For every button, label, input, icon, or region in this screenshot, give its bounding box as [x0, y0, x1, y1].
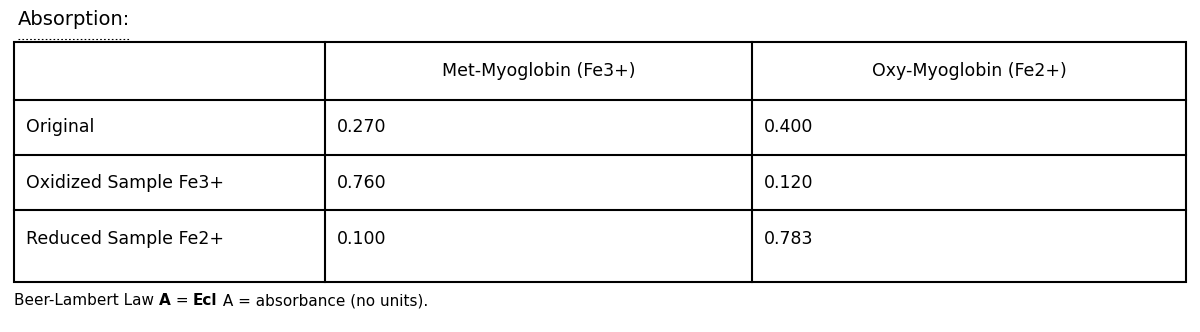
Text: 0.120: 0.120 [764, 174, 814, 192]
Text: A: A [158, 293, 170, 308]
Text: 0.270: 0.270 [336, 119, 386, 136]
Text: Ecl: Ecl [193, 293, 217, 308]
Text: A = absorbance (no units).: A = absorbance (no units). [217, 293, 428, 308]
Text: Reduced Sample Fe2+: Reduced Sample Fe2+ [26, 229, 224, 247]
Text: Met-Myoglobin (Fe3+): Met-Myoglobin (Fe3+) [442, 62, 635, 80]
Bar [14, 42, 1186, 282]
Text: 0.100: 0.100 [336, 229, 386, 247]
Text: Absorption:: Absorption: [18, 10, 131, 29]
Text: Oxidized Sample Fe3+: Oxidized Sample Fe3+ [26, 174, 224, 192]
Text: Oxy-Myoglobin (Fe2+): Oxy-Myoglobin (Fe2+) [872, 62, 1067, 80]
Text: Original: Original [26, 119, 95, 136]
Text: 0.783: 0.783 [764, 229, 814, 247]
Text: =: = [170, 293, 193, 308]
Text: 0.400: 0.400 [764, 119, 814, 136]
Text: 0.760: 0.760 [336, 174, 386, 192]
Text: Beer-Lambert Law: Beer-Lambert Law [14, 293, 158, 308]
